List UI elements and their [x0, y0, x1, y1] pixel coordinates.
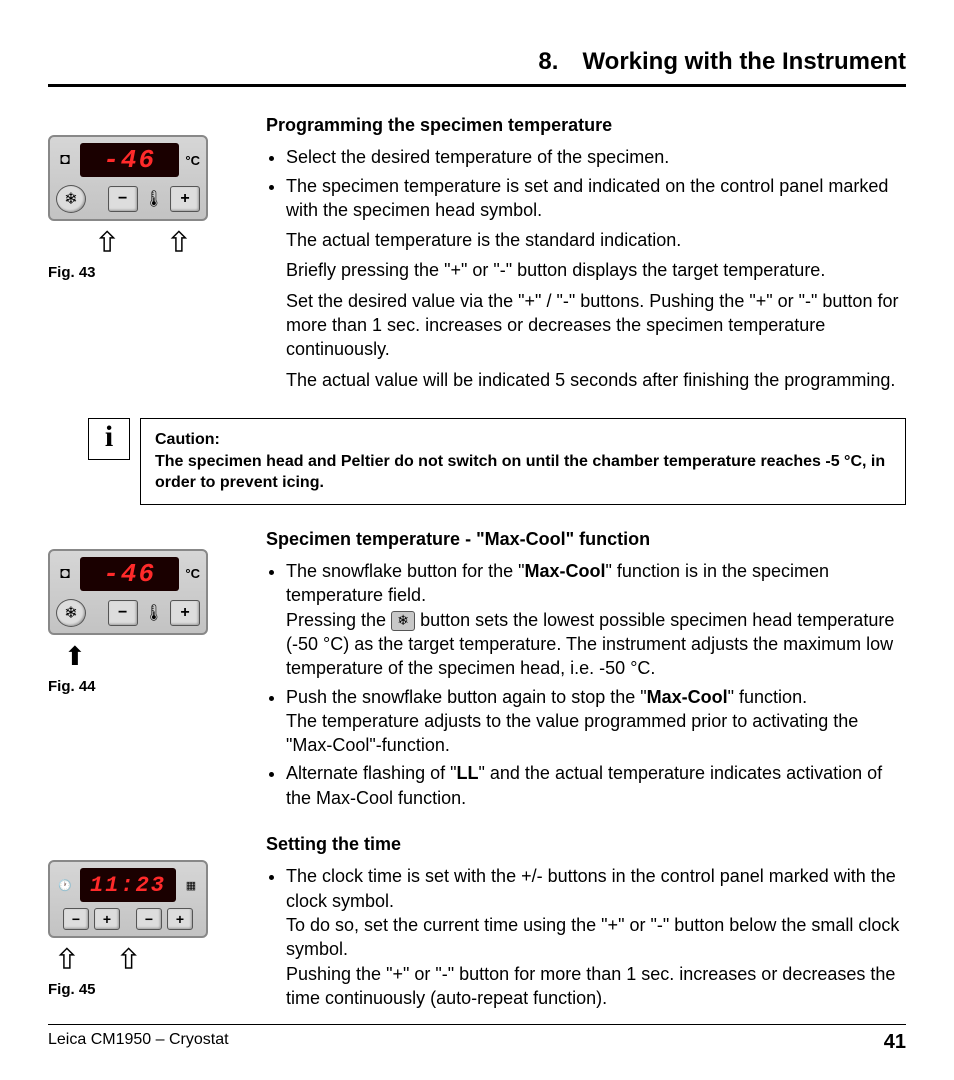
minus-button[interactable]: −	[136, 908, 162, 930]
control-panel-43: ◘ -46 °C ❄ − 🌡 +	[48, 135, 208, 221]
arrow-callouts-44: ⬆	[48, 641, 238, 672]
arrow-icon: ⬆	[168, 227, 190, 258]
page-footer: Leica CM1950 – Cryostat 41	[48, 1024, 906, 1054]
footer-product: Leica CM1950 – Cryostat	[48, 1031, 229, 1054]
section-max-cool: ◘ -46 °C ❄ − 🌡 + ⬆ Fig. 44 Specimen temp…	[48, 527, 906, 814]
specimen-head-icon: ◘	[56, 565, 74, 583]
minus-button[interactable]: −	[63, 908, 89, 930]
snowflake-button[interactable]: ❄	[56, 185, 86, 213]
section-1-heading: Programming the specimen temperature	[266, 113, 906, 137]
plus-button[interactable]: +	[170, 600, 200, 626]
plus-button[interactable]: +	[94, 908, 120, 930]
caution-callout: i Caution: The specimen head and Peltier…	[88, 418, 906, 505]
plus-button[interactable]: +	[170, 186, 200, 212]
arrow-icon: ⬆	[96, 227, 118, 258]
time-display-45: 11:23	[80, 868, 176, 902]
arrow-icon: ⬆	[56, 944, 78, 975]
section-1-text: Programming the specimen temperature Sel…	[266, 113, 906, 398]
figure-44-column: ◘ -46 °C ❄ − 🌡 + ⬆ Fig. 44	[48, 527, 238, 814]
arrow-icon: ⬆	[64, 641, 86, 672]
temp-unit-44: °C	[185, 566, 200, 581]
list-item: The specimen temperature is set and indi…	[286, 174, 906, 223]
info-icon: i	[88, 418, 130, 460]
minus-button[interactable]: −	[108, 600, 138, 626]
control-panel-45: 🕐 11:23 ▦ − + − +	[48, 860, 208, 938]
arrow-callouts-43: ⬆ ⬆	[48, 227, 238, 258]
page-number: 41	[884, 1031, 906, 1054]
figure-43-caption: Fig. 43	[48, 264, 238, 281]
section-2-heading: Specimen temperature - "Max-Cool" functi…	[266, 527, 906, 551]
section-3-text: Setting the time The clock time is set w…	[266, 832, 906, 1014]
list-item: Push the snowflake button again to stop …	[286, 685, 906, 758]
thermometer-icon: 🌡	[144, 603, 164, 623]
temp-display-44: -46	[80, 557, 179, 591]
clock-icon: 🕐	[56, 876, 74, 894]
plus-button[interactable]: +	[167, 908, 193, 930]
paragraph: Briefly pressing the "+" or "-" button d…	[286, 258, 906, 282]
temp-display-43: -46	[80, 143, 179, 177]
paragraph: The actual value will be indicated 5 sec…	[286, 368, 906, 392]
figure-44-caption: Fig. 44	[48, 678, 238, 695]
section-2-text: Specimen temperature - "Max-Cool" functi…	[266, 527, 906, 814]
paragraph: Set the desired value via the "+" / "-" …	[286, 289, 906, 362]
temp-unit-43: °C	[185, 153, 200, 168]
chapter-title: Working with the Instrument	[582, 48, 906, 75]
list-item: Select the desired temperature of the sp…	[286, 145, 906, 169]
snowflake-icon: ❄	[391, 611, 415, 631]
calendar-icon: ▦	[182, 876, 200, 894]
chapter-header: 8. Working with the Instrument	[48, 48, 906, 87]
figure-45-column: 🕐 11:23 ▦ − + − + ⬆ ⬆ Fig. 45	[48, 832, 238, 1014]
arrow-callouts-45: ⬆ ⬆	[48, 944, 238, 975]
specimen-head-icon: ◘	[56, 151, 74, 169]
section-3-heading: Setting the time	[266, 832, 906, 856]
figure-43-column: ◘ -46 °C ❄ − 🌡 + ⬆ ⬆ Fig. 43	[48, 113, 238, 398]
caution-body: The specimen head and Peltier do not swi…	[155, 451, 891, 494]
list-item: The snowflake button for the "Max-Cool" …	[286, 559, 906, 680]
caution-title: Caution:	[155, 429, 891, 451]
chapter-number: 8.	[538, 48, 558, 75]
section-set-time: 🕐 11:23 ▦ − + − + ⬆ ⬆ Fig. 45 Setting th…	[48, 832, 906, 1014]
caution-box: Caution: The specimen head and Peltier d…	[140, 418, 906, 505]
snowflake-button[interactable]: ❄	[56, 599, 86, 627]
arrow-icon: ⬆	[118, 944, 140, 975]
control-panel-44: ◘ -46 °C ❄ − 🌡 +	[48, 549, 208, 635]
list-item: Alternate flashing of "LL" and the actua…	[286, 761, 906, 810]
list-item: The clock time is set with the +/- butto…	[286, 864, 906, 1010]
minus-button[interactable]: −	[108, 186, 138, 212]
paragraph: The actual temperature is the standard i…	[286, 228, 906, 252]
section-specimen-temp: ◘ -46 °C ❄ − 🌡 + ⬆ ⬆ Fig. 43 Programming…	[48, 113, 906, 398]
figure-45-caption: Fig. 45	[48, 981, 238, 998]
thermometer-icon: 🌡	[144, 189, 164, 209]
